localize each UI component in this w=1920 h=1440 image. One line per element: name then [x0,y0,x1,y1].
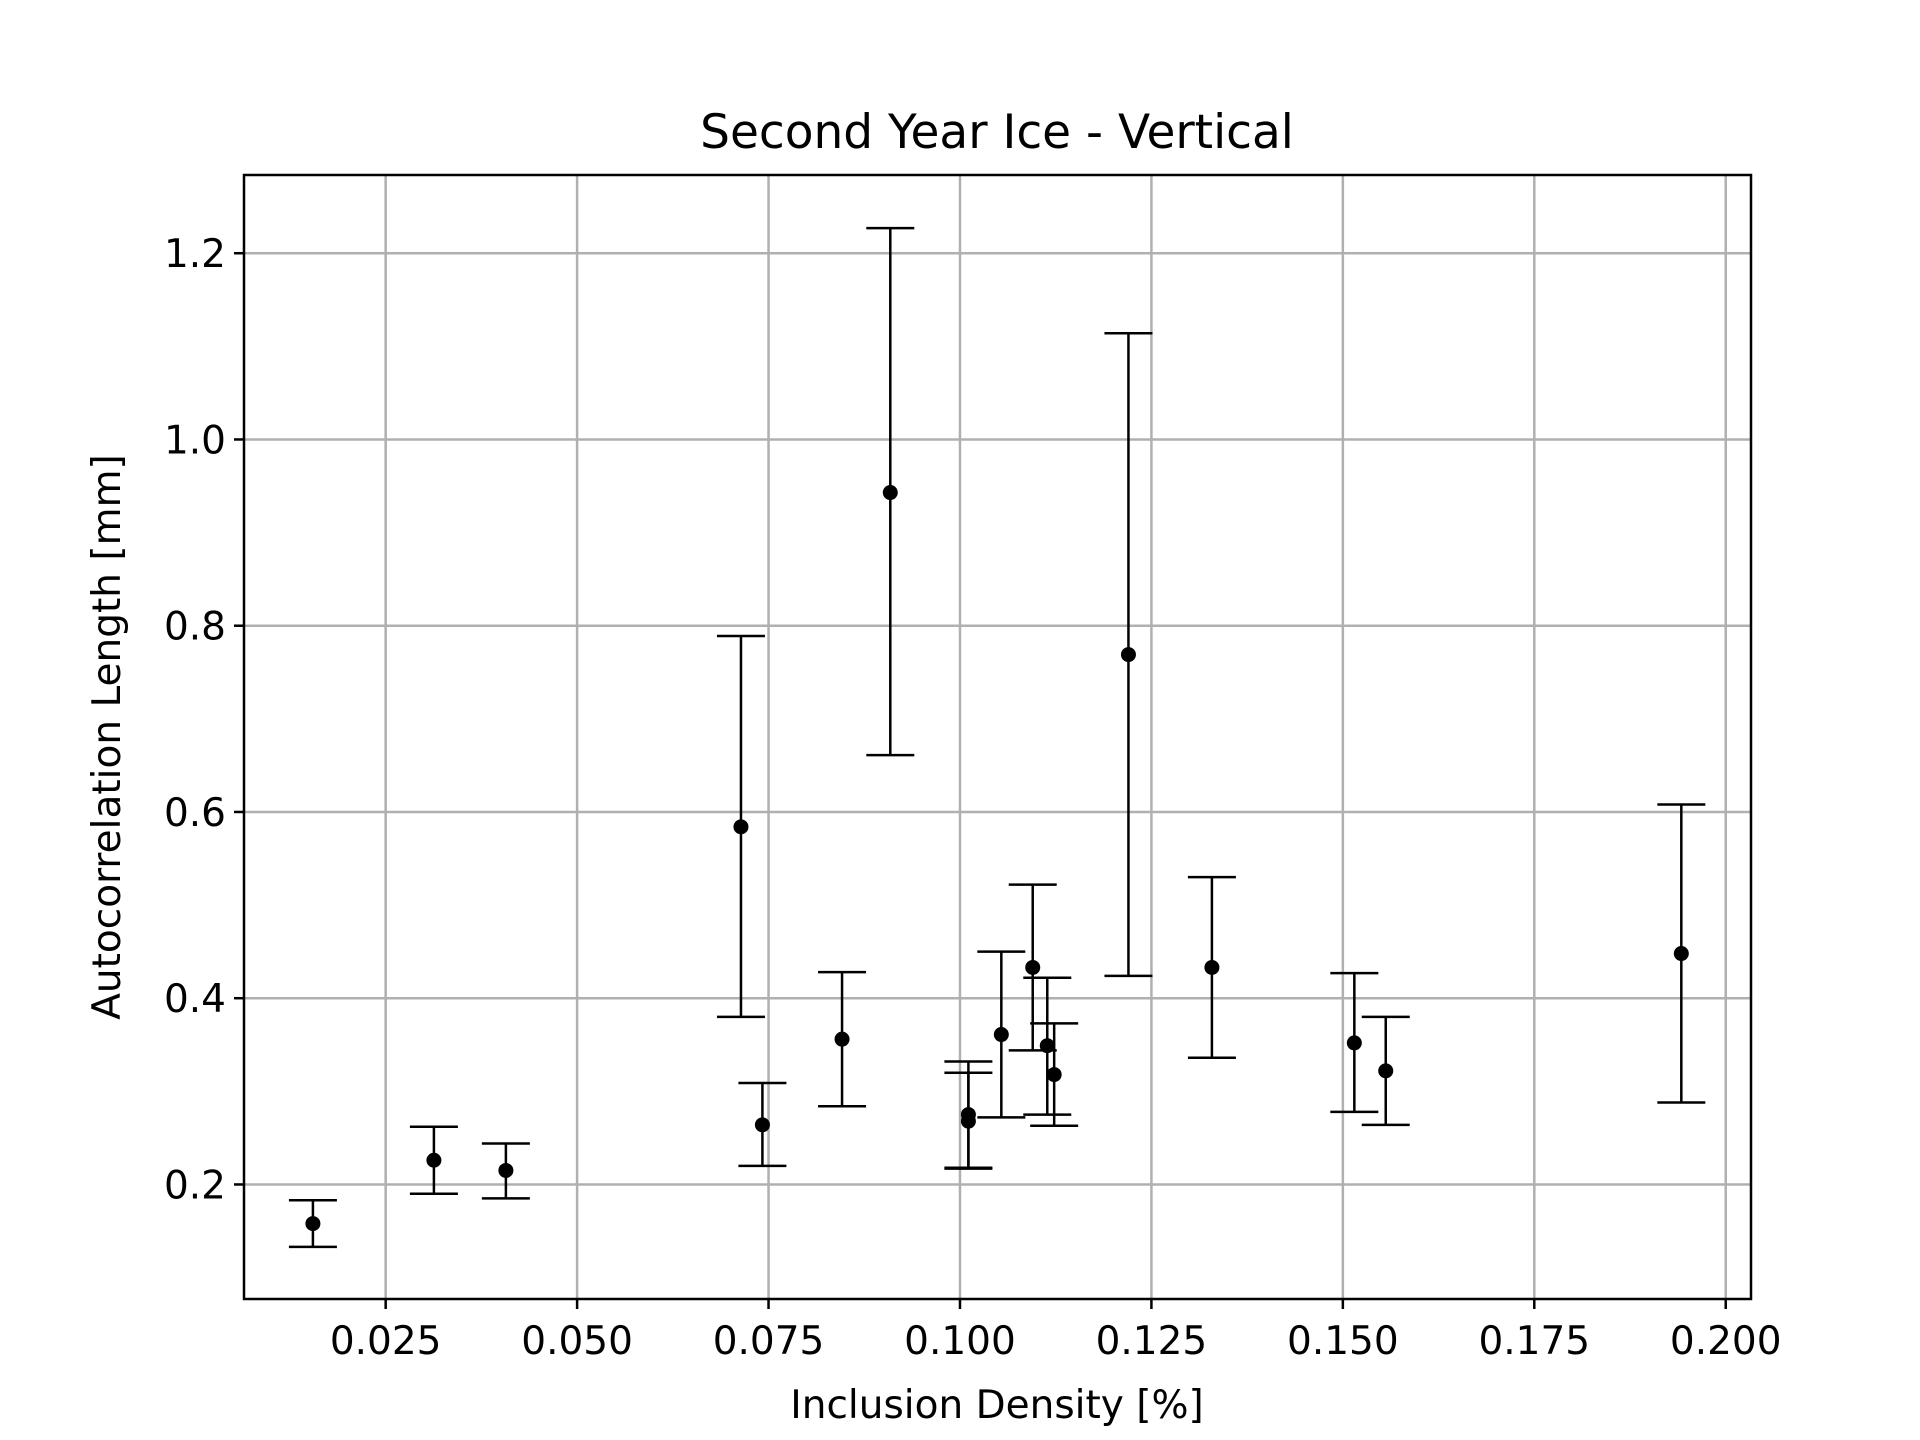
data-point [1025,959,1041,975]
data-point [993,1027,1009,1043]
y-tick-label: 1.2 [164,232,226,277]
axes: 0.025 0.050 0.075 0.100 0.125 0.150 0.175 0.200… [164,232,1782,1364]
data-point [498,1162,514,1178]
data-point [305,1216,321,1232]
data-point [1346,1035,1362,1051]
x-tick-label: 0.100 [904,1319,1016,1364]
data-point [754,1117,770,1133]
data-point-group [1657,803,1706,1104]
data-point [426,1152,442,1168]
x-tick-label: 0.025 [330,1319,442,1364]
gridlines [244,175,1751,1299]
x-tick-label: 0.175 [1478,1319,1590,1364]
data-point [1120,647,1136,663]
plot-frame [242,173,1753,1301]
x-tick-label: 0.200 [1670,1319,1782,1364]
data-point-group [288,1199,337,1249]
y-tick-label: 0.8 [164,605,226,650]
y-axis-label: Autocorrelation Length [mm] [85,454,130,1020]
data-point [1039,1038,1055,1054]
data-point-group [1361,1015,1410,1127]
data-point-group [944,1071,993,1170]
data-point-group [866,226,915,757]
data-point-group [738,1081,787,1168]
data-point-group [977,950,1026,1119]
y-tick-label: 0.6 [164,791,226,836]
y-tick-label: 0.2 [164,1163,226,1208]
data-point-group [481,1142,530,1200]
y-tick-label: 0.4 [164,977,226,1022]
data-point [1204,959,1220,975]
x-tick-label: 0.075 [713,1319,825,1364]
x-tick-label: 0.150 [1287,1319,1399,1364]
data-layer [288,226,1706,1249]
y-tick-label: 1.0 [164,418,226,463]
data-point [960,1113,976,1129]
data-point [834,1031,850,1047]
data-point [882,485,898,501]
data-point-group [1104,332,1153,978]
x-tick-label: 0.050 [521,1319,633,1364]
x-axis-label: Inclusion Density [%] [790,1383,1204,1428]
data-point [733,819,749,835]
data-point-group [818,970,867,1108]
x-tick-label: 0.125 [1096,1319,1208,1364]
data-point-group [1187,875,1236,1060]
data-point-group [716,634,765,1019]
data-point [1046,1067,1062,1083]
data-point-group [1023,976,1072,1116]
data-point-group [409,1125,458,1196]
data-point-group [1330,971,1379,1114]
data-point [1378,1063,1394,1079]
data-point-group [1008,883,1057,1052]
data-point-group [1030,1022,1079,1128]
chart-title: Second Year Ice - Vertical [700,105,1294,160]
data-point [1673,946,1689,962]
